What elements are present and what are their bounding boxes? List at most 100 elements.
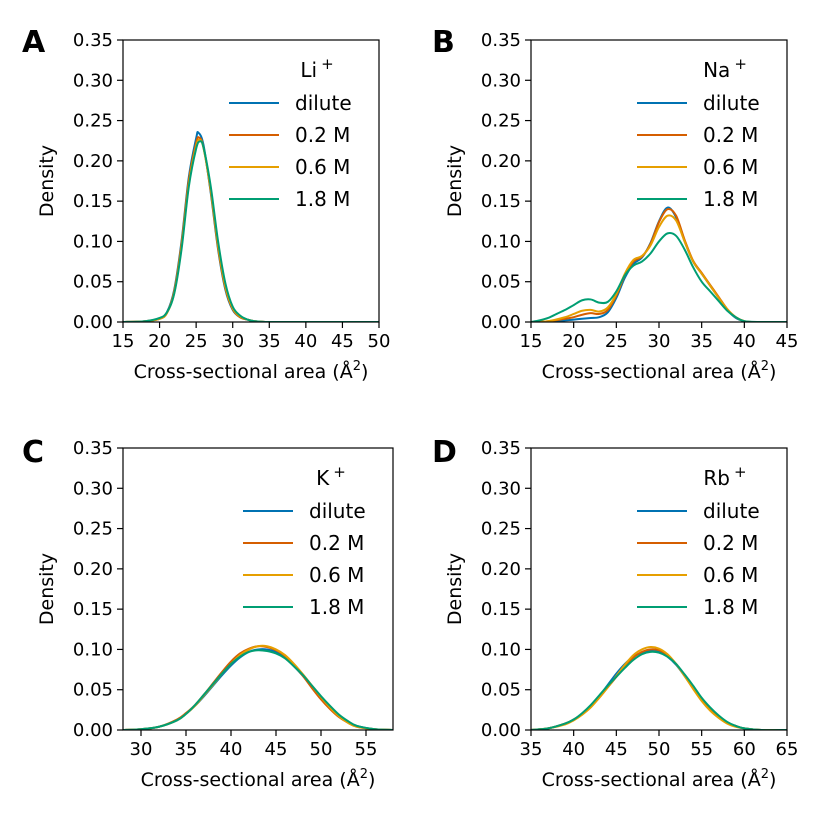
legend-entry: 1.8 M bbox=[703, 187, 758, 211]
panel-b: B 15 20 25 30 35 40 45 0.00 0.05 0.10 0.15 0.20 0.25 0… bbox=[432, 25, 798, 383]
x-axis-label-main: Cross-sectional area (Å bbox=[134, 360, 353, 383]
x-tick-label: 50 bbox=[368, 331, 391, 352]
legend-entry: dilute bbox=[295, 91, 352, 115]
x-axis-label: Cross-sectional area (Å2) bbox=[134, 359, 369, 383]
y-tick-label: 0.00 bbox=[481, 720, 521, 741]
x-tick-label: 15 bbox=[520, 331, 543, 352]
y-tick-label: 0.10 bbox=[481, 231, 521, 252]
y-tick-label: 0.30 bbox=[481, 478, 521, 499]
y-tick-label: 0.30 bbox=[73, 478, 113, 499]
y-tick-label: 0.05 bbox=[481, 680, 521, 701]
x-axis-label: Cross-sectional area (Å2) bbox=[542, 359, 777, 383]
y-tick-label: 0.10 bbox=[73, 231, 113, 252]
y-tick-label: 0.10 bbox=[73, 639, 113, 660]
x-tick-label: 45 bbox=[265, 739, 288, 760]
x-axis-label-sup: 2 bbox=[761, 359, 769, 374]
panel-letter: D bbox=[432, 435, 457, 470]
legend: Na + dilute 0.2 M 0.6 M 1.8 M bbox=[637, 55, 760, 211]
x-tick-label: 25 bbox=[185, 331, 208, 352]
x-tick-label: 55 bbox=[690, 739, 713, 760]
series-line-1-8-m bbox=[123, 649, 393, 730]
y-tick-label: 0.20 bbox=[73, 559, 113, 580]
panel-letter: C bbox=[22, 435, 44, 470]
x-tick-label: 30 bbox=[221, 331, 244, 352]
x-axis-label-sup: 2 bbox=[353, 359, 361, 374]
legend-entry: 0.6 M bbox=[703, 563, 758, 587]
y-tick-label: 0.00 bbox=[73, 720, 113, 741]
legend-title: K + bbox=[316, 463, 346, 490]
legend-title-charge: + bbox=[321, 55, 334, 73]
x-tick-label: 60 bbox=[733, 739, 756, 760]
legend-entry: 0.2 M bbox=[703, 123, 758, 147]
x-tick-label: 40 bbox=[733, 331, 756, 352]
legend-title: Rb + bbox=[703, 463, 746, 490]
legend-title-charge: + bbox=[734, 55, 747, 73]
x-tick-label: 50 bbox=[310, 739, 333, 760]
x-tick-label: 45 bbox=[331, 331, 354, 352]
legend-entry: dilute bbox=[703, 499, 760, 523]
x-axis-label-end: ) bbox=[368, 769, 375, 791]
series-line-1-8-m bbox=[531, 650, 787, 730]
series-line-dilute bbox=[531, 206, 787, 322]
x-tick-label: 25 bbox=[605, 331, 628, 352]
axes-frame bbox=[530, 447, 788, 731]
x-axis-label-main: Cross-sectional area (Å bbox=[542, 768, 761, 791]
x-tick-label: 35 bbox=[175, 739, 198, 760]
y-tick-label: 0.25 bbox=[73, 519, 113, 540]
legend-title: Na + bbox=[703, 55, 747, 82]
legend: Li + dilute 0.2 M 0.6 M 1.8 M bbox=[229, 55, 352, 211]
y-axis-label: Density bbox=[36, 553, 58, 625]
x-axis-label-sup: 2 bbox=[761, 767, 769, 782]
y-tick-label: 0.20 bbox=[481, 559, 521, 580]
x-tick-label: 45 bbox=[605, 739, 628, 760]
x-tick-label: 35 bbox=[258, 331, 281, 352]
y-tick-label: 0.15 bbox=[481, 599, 521, 620]
legend-entry: 0.2 M bbox=[309, 531, 364, 555]
y-axis-label: Density bbox=[444, 145, 466, 217]
legend-title: Li + bbox=[300, 55, 333, 82]
legend-entry: dilute bbox=[703, 91, 760, 115]
panel-c: C 30 35 40 45 50 55 0.00 0.05 0.10 0.15 0.20 0.25 0.3… bbox=[22, 435, 394, 791]
y-tick-label: 0.25 bbox=[481, 111, 521, 132]
panel-a: A 15 20 25 30 35 40 45 50 0.00 0.05 0.10 0.15 0.20 0.2… bbox=[22, 25, 390, 383]
x-tick-label: 15 bbox=[112, 331, 135, 352]
legend: K + dilute 0.2 M 0.6 M 1.8 M bbox=[243, 463, 366, 619]
x-axis-label-end: ) bbox=[769, 361, 776, 383]
series-line-1-8-m bbox=[531, 231, 787, 322]
panel-d: D 35 40 45 50 55 60 65 0.00 0.05 0.10 0.15 0.20 0.25 0… bbox=[432, 435, 798, 791]
series-line-0-2-m bbox=[531, 648, 787, 730]
x-tick-label: 40 bbox=[294, 331, 317, 352]
y-tick-label: 0.30 bbox=[481, 70, 521, 91]
legend-title-charge: + bbox=[333, 463, 346, 481]
x-tick-label: 40 bbox=[562, 739, 585, 760]
x-tick-label: 30 bbox=[648, 331, 671, 352]
axes-frame bbox=[122, 39, 380, 323]
x-tick-label: 30 bbox=[130, 739, 153, 760]
series-line-dilute bbox=[123, 648, 393, 730]
x-axis-label-end: ) bbox=[769, 769, 776, 791]
series-line-0-2-m bbox=[123, 645, 393, 730]
legend-title-ion: K bbox=[316, 466, 330, 490]
panel-letter: B bbox=[432, 25, 455, 60]
y-tick-label: 0.00 bbox=[481, 312, 521, 333]
y-axis-label: Density bbox=[444, 553, 466, 625]
series-lines bbox=[123, 644, 393, 730]
legend: Rb + dilute 0.2 M 0.6 M 1.8 M bbox=[637, 463, 760, 619]
x-tick-label: 50 bbox=[648, 739, 671, 760]
x-tick-label: 65 bbox=[776, 739, 799, 760]
x-axis-label-main: Cross-sectional area (Å bbox=[141, 768, 360, 791]
x-tick-label: 45 bbox=[776, 331, 799, 352]
legend-entry: 0.2 M bbox=[703, 531, 758, 555]
legend-entry: 1.8 M bbox=[703, 595, 758, 619]
y-axis-label: Density bbox=[36, 145, 58, 217]
legend-entry: 1.8 M bbox=[309, 595, 364, 619]
legend-entry: 0.6 M bbox=[703, 155, 758, 179]
x-tick-label: 20 bbox=[148, 331, 171, 352]
y-tick-label: 0.20 bbox=[481, 151, 521, 172]
panel-letter: A bbox=[22, 25, 46, 60]
x-tick-label: 35 bbox=[520, 739, 543, 760]
x-axis-label: Cross-sectional area (Å2) bbox=[141, 767, 376, 791]
legend-entry: 0.2 M bbox=[295, 123, 350, 147]
x-tick-label: 40 bbox=[220, 739, 243, 760]
